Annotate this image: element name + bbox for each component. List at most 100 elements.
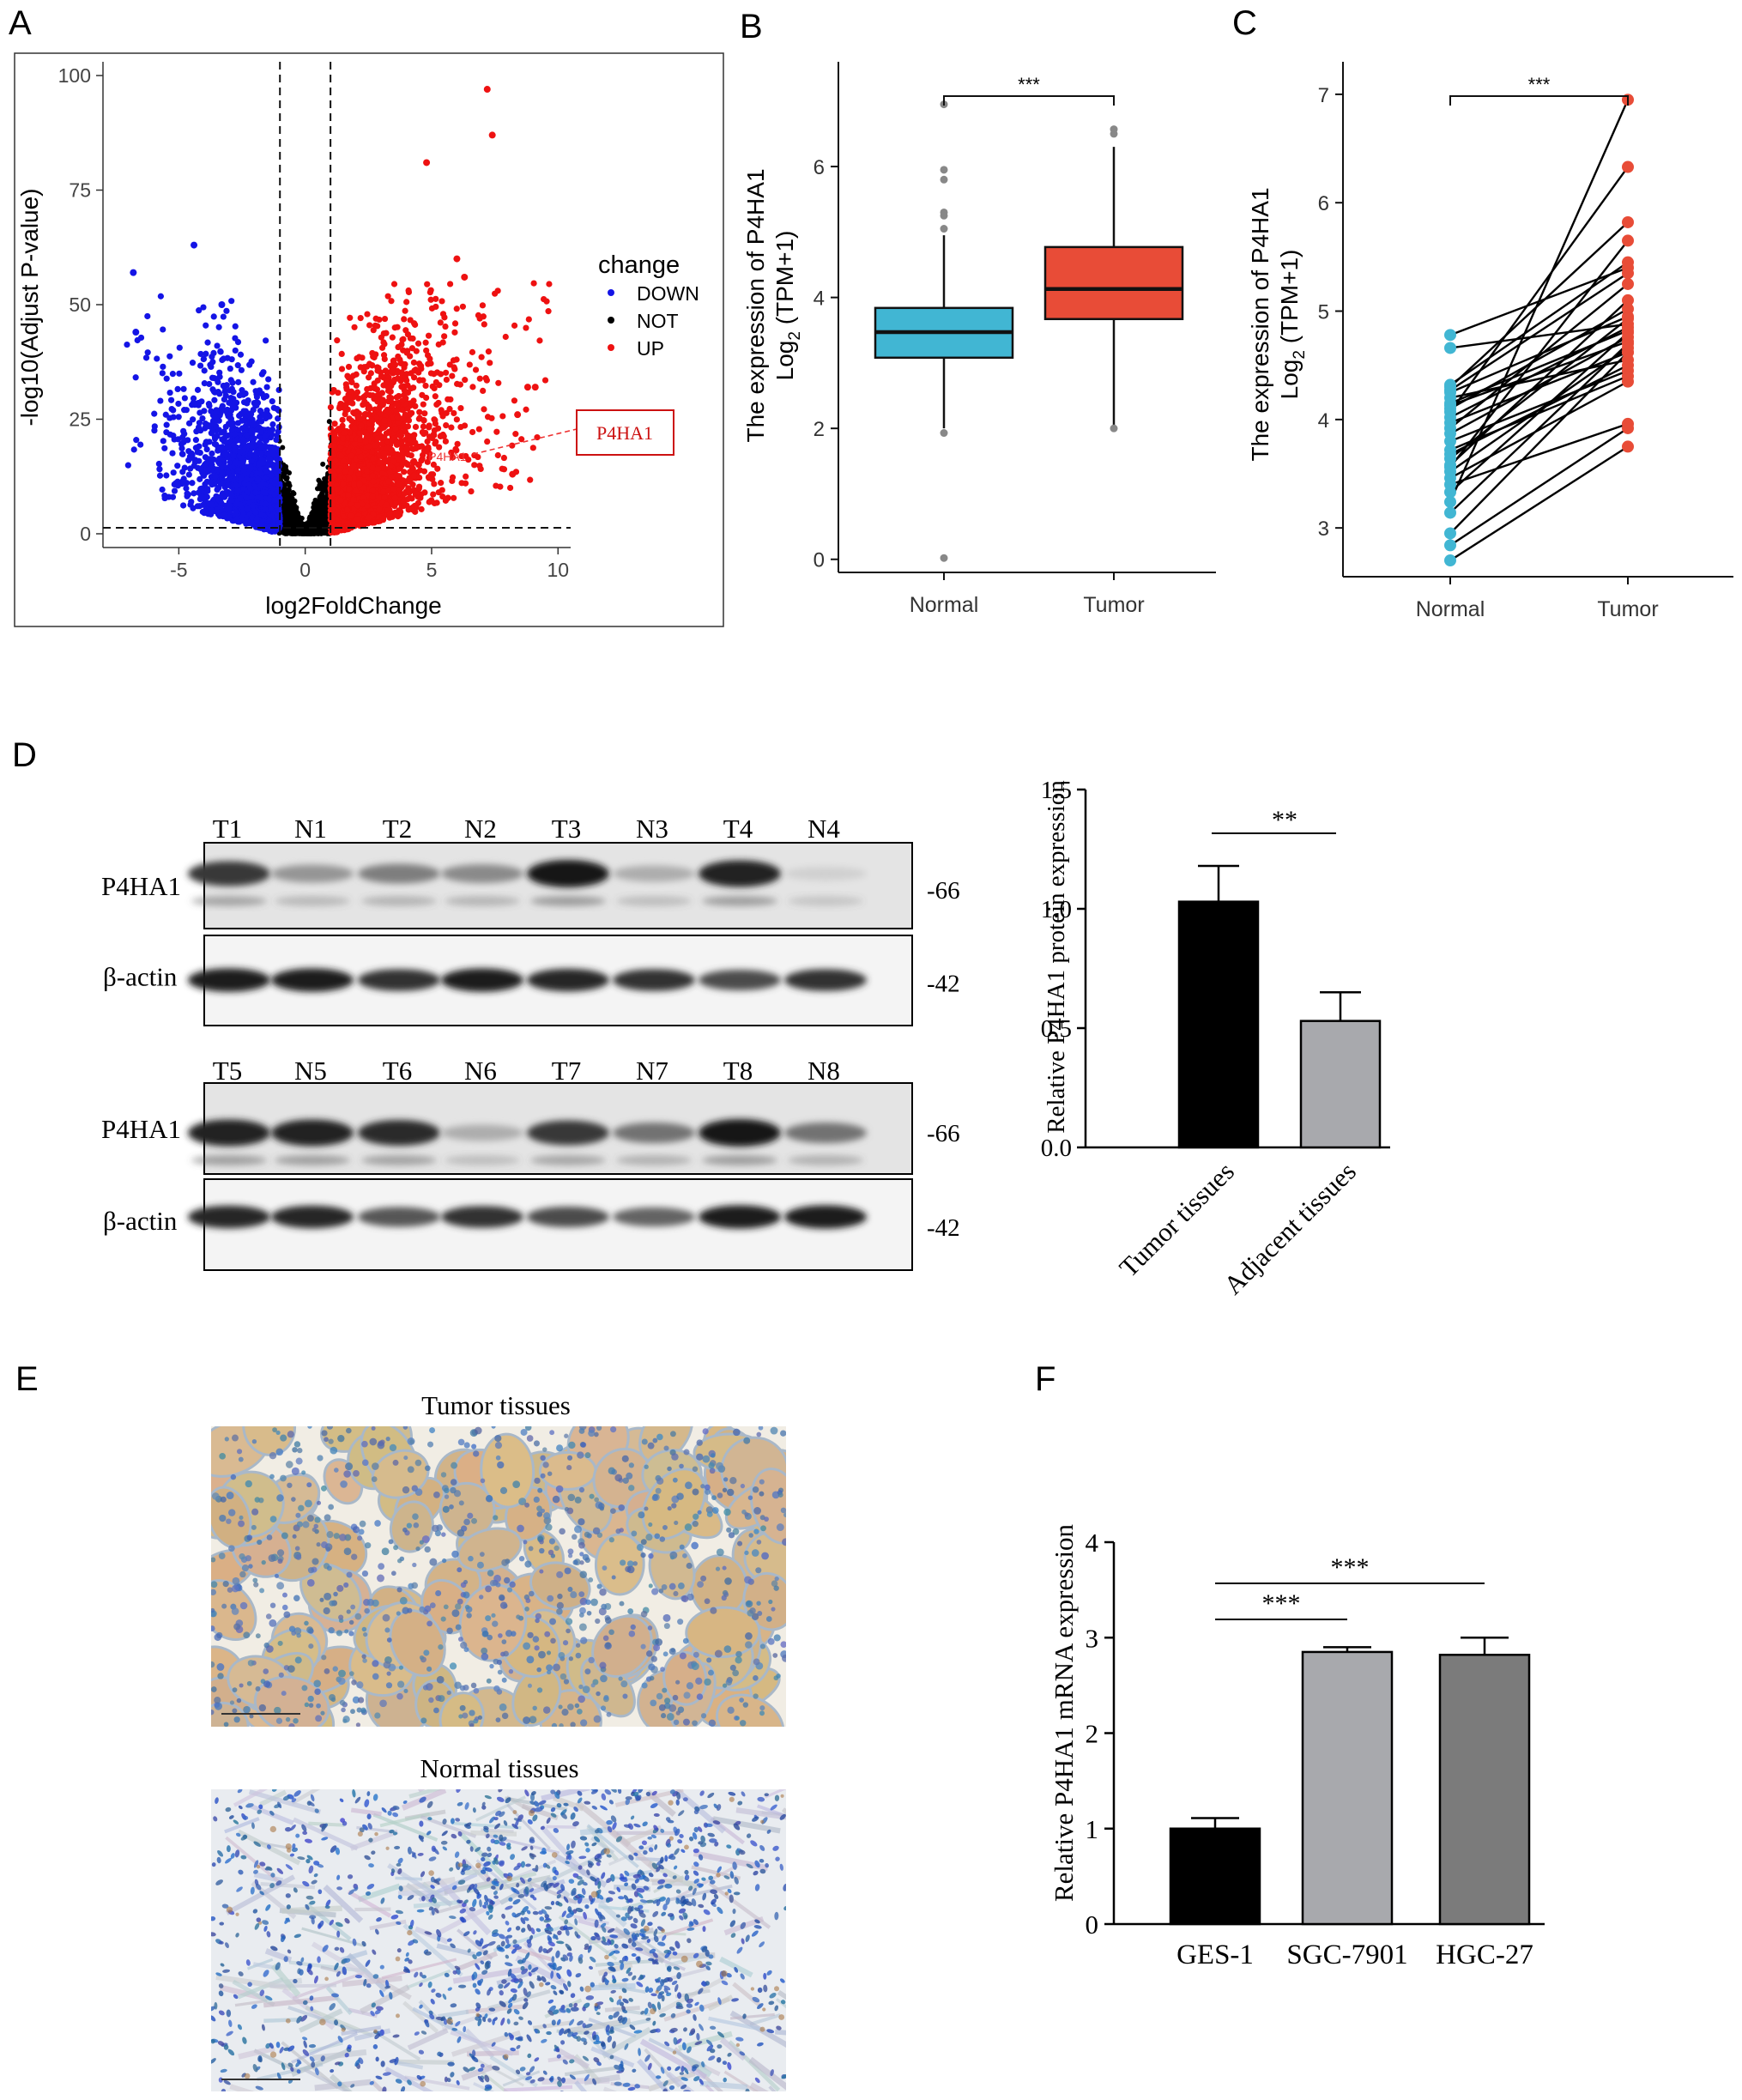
volcano-point-up [401,427,408,434]
volcano-point-up [389,334,396,341]
volcano-point-up [402,389,409,396]
volcano-point-not [286,502,292,508]
volcano-point-up [392,499,400,506]
volcano-point-up [366,322,373,329]
volcano-point-up [349,463,357,469]
volcano-point-up [354,516,360,523]
volcano-point-up [446,281,454,287]
volcano-point-not [317,494,323,500]
volcano-point-up [342,381,349,388]
volcano-point-up [336,403,343,410]
volcano-point-up [436,382,443,389]
volcano-point-up [366,426,374,433]
volcano-point-up [423,347,430,354]
volcano-point-up [376,459,384,466]
volcano-point-up [345,363,353,371]
volcano-y-tick-label: 50 [69,294,91,316]
volcano-point-up [443,369,450,376]
volcano-point-down [159,486,166,493]
volcano-point-up [416,409,423,415]
volcano-point-up [331,431,338,439]
volcano-point-up [438,407,445,414]
volcano-point-up [384,487,392,494]
volcano-point-up [375,465,382,473]
volcano-point-up [425,332,432,339]
volcano-point-down [223,307,230,314]
volcano-point-up [395,513,402,520]
volcano-point-up [527,476,534,483]
volcano-point-up [472,366,480,373]
volcano-point-up [394,414,401,421]
volcano-point-up [448,424,455,431]
volcano-point-up [398,384,405,390]
volcano-point-up [388,367,396,374]
volcano-point-up [332,457,339,464]
volcano-point-up [348,452,355,459]
volcano-point-up [386,510,394,517]
volcano-point-up [499,413,506,420]
volcano-point-up [410,320,418,327]
volcano-point-up [339,416,346,423]
volcano-point-up [415,485,422,492]
volcano-point-not [300,530,306,536]
volcano-point-up [342,429,348,437]
volcano-point-up [331,472,338,479]
volcano-point-up [404,461,411,468]
volcano-point-up [417,494,424,501]
volcano-point-up [381,494,388,501]
volcano-point-down [169,450,176,457]
volcano-point-up [334,486,341,493]
volcano-point-up [356,430,364,437]
volcano-point-down [160,438,166,445]
volcano-point-up [475,453,481,461]
volcano-point-not [320,520,326,526]
volcano-point-up [423,394,430,402]
volcano-point-up [420,468,428,475]
volcano-point-not [319,491,325,497]
volcano-point-up [369,493,376,500]
volcano-point-up [468,488,475,495]
volcano-point-up [388,383,395,390]
volcano-point-up [369,361,376,369]
volcano-point-up [485,348,493,355]
volcano-point-up [445,396,451,402]
volcano-point-down [190,395,197,402]
volcano-point-down [204,339,211,346]
volcano-point-up [453,416,460,423]
volcano-point-up [342,410,348,418]
volcano-point-up [388,298,395,305]
volcano-point-up [426,424,432,431]
volcano-point-up [438,433,445,439]
volcano-point-down [151,410,158,417]
volcano-point-up [475,312,482,319]
panel-letter-a: A [9,4,32,42]
volcano-point-not [318,499,324,505]
volcano-point-not [291,499,297,505]
volcano-point-up [425,474,432,481]
volcano-point-up [438,480,445,487]
volcano-point-up [424,281,431,287]
panel-a-frame [14,52,724,627]
volcano-point-up [425,360,432,367]
volcano-point-up [365,405,372,412]
volcano-point-down [189,480,196,487]
volcano-point-up [372,442,378,449]
volcano-point-down [203,322,209,329]
volcano-point-up [499,465,505,472]
volcano-point-up [376,506,383,513]
volcano-point-down [160,326,166,333]
volcano-point-up [397,432,404,439]
volcano-point-up [346,394,353,401]
volcano-point-not [287,529,293,535]
volcano-point-up [377,403,384,410]
volcano-point-up [381,315,389,323]
volcano-point-up [523,324,529,331]
volcano-point-up [427,296,434,303]
volcano-point-up [411,432,418,439]
volcano-point-up [449,372,456,379]
volcano-point-up [384,478,392,485]
volcano-point-down [163,375,170,382]
volcano-point-up [340,435,347,442]
volcano-point-up [350,496,357,503]
